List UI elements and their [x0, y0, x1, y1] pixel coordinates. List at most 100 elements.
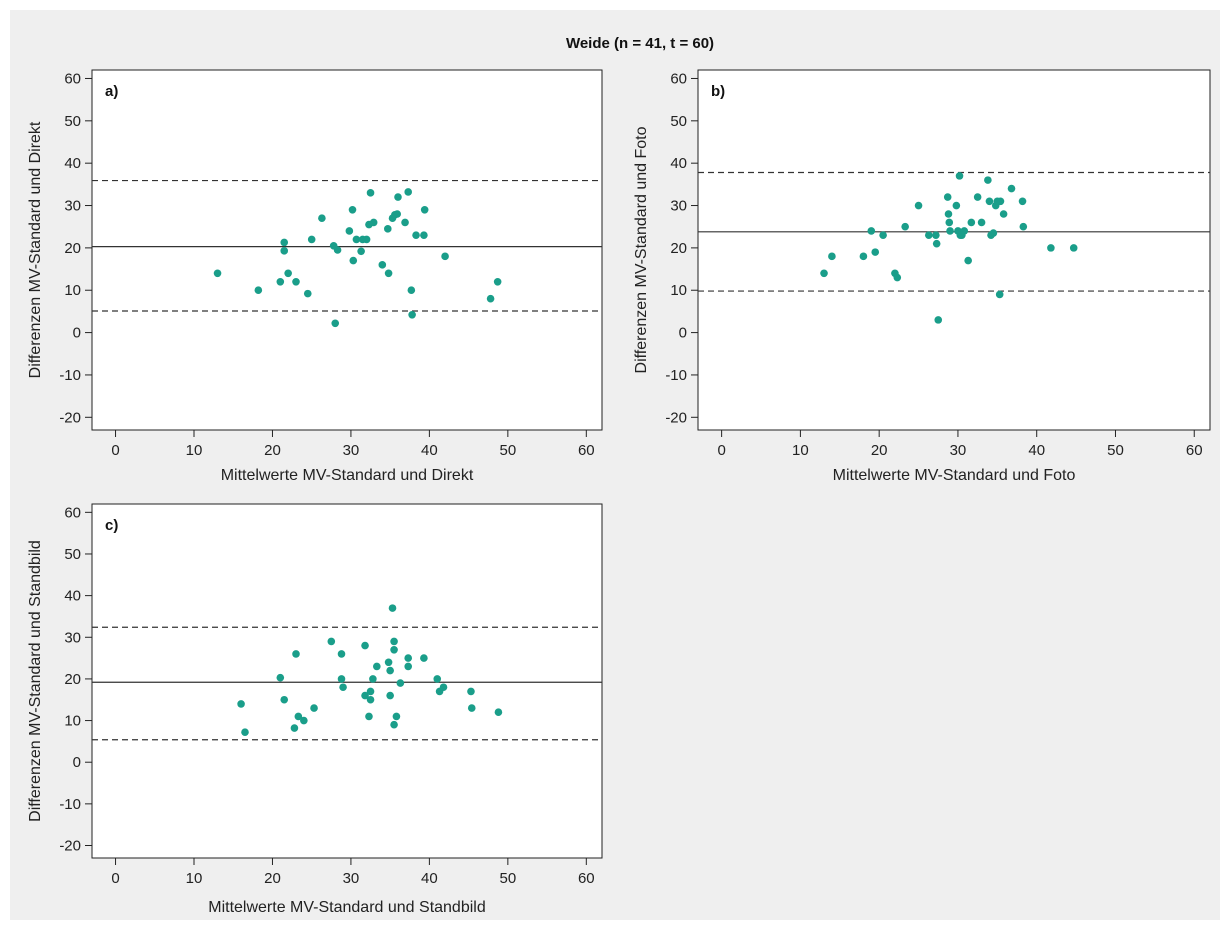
- data-point: [995, 290, 1004, 299]
- x-tick-label: 10: [186, 442, 203, 459]
- data-point: [1047, 244, 1055, 252]
- data-point: [276, 673, 285, 682]
- y-tick-label: -10: [59, 367, 81, 384]
- y-tick-label: 60: [64, 70, 81, 87]
- data-point: [964, 256, 972, 265]
- plot-area: [91, 69, 603, 431]
- data-point: [1069, 244, 1078, 252]
- x-axis-label: Mittelwerte MV-Standard und Foto: [833, 467, 1076, 484]
- data-point: [384, 658, 393, 667]
- data-point: [859, 252, 868, 261]
- data-point: [348, 205, 357, 214]
- y-tick-label: 0: [679, 325, 687, 342]
- y-tick-label: 0: [73, 754, 81, 771]
- panel-label: c): [105, 517, 118, 534]
- data-point: [361, 641, 369, 650]
- data-point: [361, 691, 369, 700]
- y-tick-label: 50: [670, 113, 687, 130]
- x-tick-label: 40: [421, 870, 438, 887]
- data-point: [404, 188, 413, 196]
- data-point: [390, 645, 398, 654]
- panel-c: -20 -10 0 10 20 30 40 50 60 0 10 20 30 40 50 60 c) Mittel…: [27, 503, 603, 916]
- data-point: [467, 704, 476, 712]
- data-point: [292, 277, 300, 286]
- data-point: [388, 604, 397, 612]
- data-point: [280, 238, 289, 247]
- y-tick-label: 40: [64, 155, 81, 172]
- data-point: [366, 695, 375, 704]
- y-tick-label: 60: [64, 504, 81, 521]
- data-point: [384, 225, 392, 233]
- data-point: [467, 687, 475, 696]
- data-point: [932, 231, 940, 239]
- data-point: [294, 712, 303, 721]
- y-tick-label: 20: [64, 240, 81, 257]
- data-point: [404, 654, 413, 662]
- data-point: [310, 704, 318, 712]
- data-point: [977, 218, 986, 227]
- data-point: [494, 708, 503, 717]
- data-point: [1007, 184, 1016, 193]
- y-tick-label: -20: [59, 409, 81, 426]
- y-tick-label: 40: [64, 588, 81, 605]
- data-point: [412, 231, 420, 239]
- data-point: [420, 231, 428, 239]
- plot-area: [91, 503, 603, 859]
- data-point: [867, 227, 876, 235]
- x-tick-label: 30: [950, 442, 967, 459]
- y-tick-label: 10: [64, 713, 81, 730]
- data-point: [420, 205, 429, 214]
- data-point: [871, 248, 880, 256]
- data-point: [213, 269, 222, 278]
- data-point: [984, 176, 992, 184]
- data-point: [280, 247, 289, 255]
- data-point: [401, 218, 409, 227]
- data-point: [943, 193, 952, 201]
- y-tick-label: -20: [665, 409, 687, 426]
- data-point: [386, 691, 394, 700]
- data-point: [333, 246, 342, 254]
- x-tick-label: 60: [578, 870, 595, 887]
- data-point: [337, 650, 346, 658]
- data-point: [357, 247, 365, 256]
- data-point: [967, 218, 976, 227]
- data-point: [973, 193, 982, 201]
- data-point: [407, 286, 416, 295]
- data-point: [924, 231, 933, 239]
- data-point: [378, 261, 387, 269]
- data-point: [433, 675, 442, 683]
- y-tick-label: -10: [665, 367, 687, 384]
- data-point: [280, 695, 289, 704]
- data-point: [999, 210, 1008, 218]
- y-tick-label: -20: [59, 838, 81, 855]
- data-point: [820, 269, 828, 278]
- data-point: [393, 210, 402, 218]
- x-tick-label: 60: [578, 442, 595, 459]
- x-tick-label: 20: [264, 870, 281, 887]
- data-point: [327, 637, 336, 646]
- y-tick-label: 10: [670, 282, 687, 299]
- data-point: [952, 201, 961, 210]
- panel-label: a): [105, 83, 118, 100]
- data-point: [318, 214, 326, 223]
- x-tick-label: 0: [111, 442, 119, 459]
- y-tick-label: 20: [64, 671, 81, 688]
- data-point: [345, 227, 354, 235]
- x-axis-label: Mittelwerte MV-Standard und Standbild: [208, 899, 485, 916]
- data-point: [420, 654, 428, 662]
- y-axis-label: Differenzen MV-Standard und Standbild: [27, 540, 44, 822]
- x-tick-label: 40: [421, 442, 438, 459]
- panel-a: -20 -10 0 10 20 30 40 50 60 0 10 20 30 40 50 60 a) Mittel…: [27, 69, 603, 484]
- data-point: [955, 172, 964, 180]
- data-point: [934, 316, 943, 324]
- data-point: [390, 720, 398, 729]
- data-point: [384, 269, 393, 278]
- data-point: [276, 277, 285, 286]
- panel-label: b): [711, 83, 725, 100]
- x-tick-label: 30: [343, 442, 360, 459]
- y-tick-label: 0: [73, 325, 81, 342]
- data-point: [386, 666, 394, 675]
- data-point: [362, 235, 371, 244]
- y-tick-label: 30: [670, 198, 687, 215]
- data-point: [404, 662, 413, 671]
